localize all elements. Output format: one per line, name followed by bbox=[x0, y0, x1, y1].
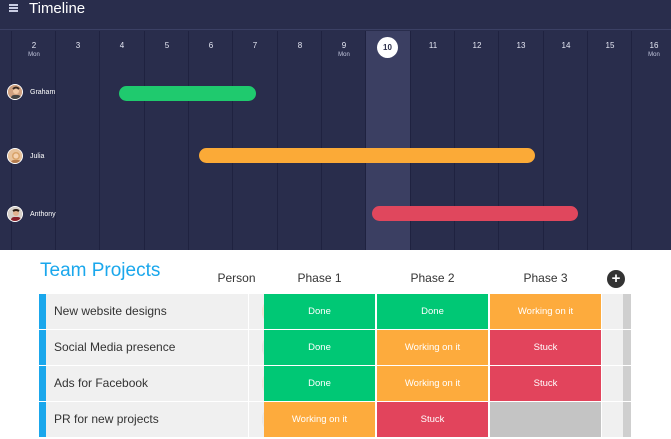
table-row[interactable]: Ads for Facebook Done Working on it Stuc… bbox=[39, 366, 631, 401]
day-label: 13 bbox=[516, 41, 526, 50]
status-cell[interactable]: Working on it bbox=[264, 402, 375, 437]
day-column: 5 bbox=[144, 31, 188, 250]
column-header-person[interactable]: Person bbox=[217, 271, 256, 285]
item-name[interactable]: Social Media presence bbox=[46, 330, 248, 365]
column-header-phase2[interactable]: Phase 2 bbox=[410, 271, 455, 285]
status-cell[interactable]: Done bbox=[377, 294, 488, 329]
item-name[interactable]: Ads for Facebook bbox=[46, 366, 248, 401]
day-label: 7 bbox=[252, 41, 258, 50]
row-end-bar bbox=[623, 294, 631, 329]
avatar bbox=[7, 148, 23, 164]
day-column: 11 bbox=[410, 31, 454, 250]
timeline-bar-julia[interactable] bbox=[199, 148, 535, 163]
avatar bbox=[7, 206, 23, 222]
status-cell[interactable]: Done bbox=[264, 330, 375, 365]
day-label: 14 bbox=[561, 41, 571, 50]
group-color-bar bbox=[39, 330, 46, 365]
day-label: 8 bbox=[297, 41, 303, 50]
day-column: 2 Mon bbox=[11, 31, 55, 250]
day-column: 12 bbox=[454, 31, 498, 250]
status-cell[interactable]: Stuck bbox=[490, 366, 601, 401]
group-color-bar bbox=[39, 402, 46, 437]
day-column: 15 bbox=[587, 31, 631, 250]
hamburger-menu-icon[interactable] bbox=[9, 3, 19, 13]
table-row[interactable]: PR for new projects Working on it Stuck bbox=[39, 402, 631, 437]
timeline-bar-anthony[interactable] bbox=[372, 206, 578, 221]
item-name[interactable]: PR for new projects bbox=[46, 402, 248, 437]
day-label: 5 bbox=[164, 41, 170, 50]
status-cell[interactable]: Done bbox=[264, 366, 375, 401]
day-column: 14 bbox=[543, 31, 587, 250]
person-name: Graham bbox=[30, 88, 56, 96]
timeline-panel: Timeline 2 Mon 3 4 5 6 7 8 9 Mon 11 12 13 … bbox=[0, 0, 671, 250]
status-cell[interactable]: Done bbox=[264, 294, 375, 329]
row-end-bar bbox=[623, 330, 631, 365]
status-cell[interactable]: Working on it bbox=[490, 294, 601, 329]
timeline-title: Timeline bbox=[29, 0, 86, 17]
day-column: 6 bbox=[188, 31, 232, 250]
status-cell[interactable]: Working on it bbox=[377, 366, 488, 401]
group-color-bar bbox=[39, 366, 46, 401]
status-cell[interactable] bbox=[490, 402, 601, 437]
timeline-person-anthony[interactable]: Anthony bbox=[7, 205, 56, 223]
row-end-bar bbox=[623, 366, 631, 401]
day-column: 3 bbox=[55, 31, 99, 250]
day-label: 12 bbox=[472, 41, 482, 50]
today-marker[interactable]: 10 bbox=[377, 37, 398, 58]
day-label: 2 Mon bbox=[28, 41, 40, 58]
timeline-person-graham[interactable]: Graham bbox=[7, 83, 55, 101]
person-name: Anthony bbox=[30, 210, 56, 218]
day-column: 4 bbox=[99, 31, 144, 250]
table-row[interactable]: New website designs Done Done Working on… bbox=[39, 294, 631, 329]
column-header-phase1[interactable]: Phase 1 bbox=[297, 271, 342, 285]
person-name: Julia bbox=[30, 152, 45, 160]
day-column: 8 bbox=[277, 31, 321, 250]
day-label: 3 bbox=[75, 41, 81, 50]
row-end-bar bbox=[623, 402, 631, 437]
group-color-bar bbox=[39, 294, 46, 329]
day-label: 6 bbox=[208, 41, 214, 50]
day-column: 9 Mon bbox=[321, 31, 365, 250]
day-label: 4 bbox=[119, 41, 125, 50]
day-column: 13 bbox=[498, 31, 543, 250]
day-column: 16 Mon bbox=[631, 31, 671, 250]
timeline-header: Timeline bbox=[0, 0, 671, 30]
add-column-button[interactable]: + bbox=[607, 270, 625, 288]
day-label: 16 Mon bbox=[648, 41, 660, 58]
avatar bbox=[7, 84, 23, 100]
item-name[interactable]: New website designs bbox=[46, 294, 248, 329]
status-cell[interactable]: Stuck bbox=[490, 330, 601, 365]
column-header-phase3[interactable]: Phase 3 bbox=[523, 271, 568, 285]
status-cell[interactable]: Stuck bbox=[377, 402, 488, 437]
timeline-person-julia[interactable]: Julia bbox=[7, 147, 44, 165]
timeline-bar-graham[interactable] bbox=[119, 86, 256, 101]
day-column: 7 bbox=[232, 31, 277, 250]
day-label: 9 Mon bbox=[338, 41, 350, 58]
day-label: 15 bbox=[605, 41, 615, 50]
table-row[interactable]: Social Media presence Done Working on it… bbox=[39, 330, 631, 365]
status-cell[interactable]: Working on it bbox=[377, 330, 488, 365]
day-label: 11 bbox=[428, 41, 438, 50]
board-title[interactable]: Team Projects bbox=[40, 260, 161, 281]
